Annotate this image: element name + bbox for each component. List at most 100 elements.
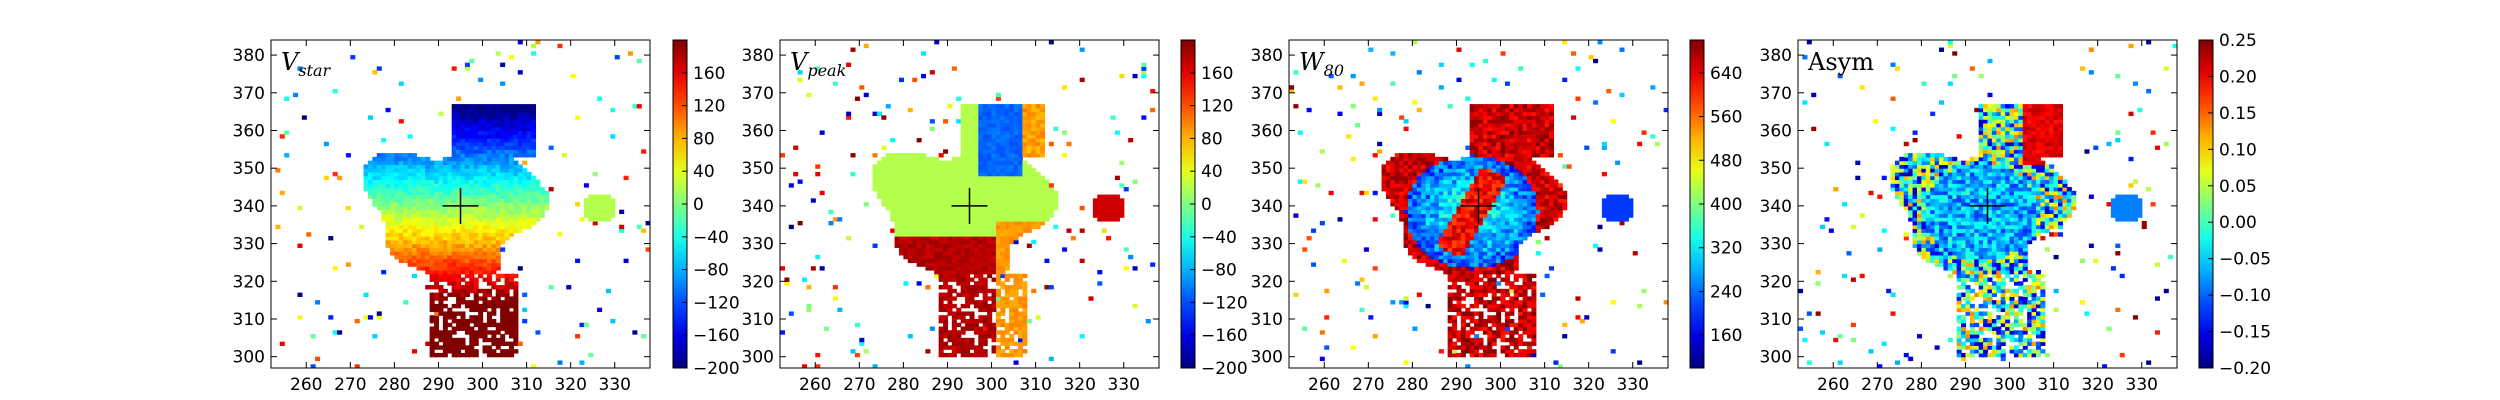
heatmap-cell <box>1031 217 1037 222</box>
heatmap-cell <box>1048 40 1054 45</box>
heatmap-cell <box>1460 209 1466 215</box>
heatmap-cell <box>898 213 904 218</box>
heatmap-cell <box>1478 217 1484 222</box>
heatmap-cell <box>1487 326 1493 331</box>
heatmap-cell <box>403 202 409 207</box>
heatmap-cell <box>394 175 400 181</box>
heatmap-cell <box>1035 126 1041 132</box>
heatmap-cell <box>1119 183 1125 188</box>
heatmap-cell <box>1465 349 1471 354</box>
heatmap-cell <box>969 198 975 203</box>
heatmap-cell <box>385 160 391 166</box>
heatmap-cell <box>1399 179 1405 184</box>
heatmap-cell <box>1048 213 1054 218</box>
heatmap-cell <box>1385 168 1391 173</box>
heatmap-cell <box>486 122 492 128</box>
heatmap-cell <box>508 209 514 215</box>
heatmap-cell <box>982 307 988 313</box>
heatmap-cell <box>943 262 949 267</box>
heatmap-cell <box>447 213 453 218</box>
heatmap-cell <box>1004 266 1010 271</box>
heatmap-cell <box>513 228 519 233</box>
heatmap-cell <box>1438 258 1444 264</box>
heatmap-cell <box>539 190 545 196</box>
heatmap-cell <box>1013 179 1019 184</box>
heatmap-cell <box>943 303 949 309</box>
heatmap-cell <box>784 277 790 282</box>
heatmap-cell <box>434 202 440 207</box>
heatmap-cell <box>451 277 457 282</box>
heatmap-cell <box>588 198 594 203</box>
heatmap-cell <box>464 164 470 169</box>
heatmap-cell <box>991 145 997 150</box>
heatmap-cell <box>531 209 537 215</box>
heatmap-cell <box>517 149 523 154</box>
heatmap-cell <box>1438 202 1444 207</box>
heatmap-cell <box>973 149 979 154</box>
heatmap-cell <box>1377 141 1383 147</box>
heatmap-cell <box>513 179 519 184</box>
heatmap-cell <box>464 262 470 267</box>
heatmap-cell <box>1509 262 1515 267</box>
heatmap-cell <box>442 303 448 309</box>
heatmap-cell <box>1478 138 1484 143</box>
heatmap-cell <box>960 341 966 346</box>
heatmap-cell <box>1478 179 1484 184</box>
heatmap-cell <box>1004 213 1010 218</box>
heatmap-cell <box>398 236 404 241</box>
heatmap-cell <box>473 205 479 211</box>
heatmap-cell <box>1478 164 1484 169</box>
heatmap-cell <box>956 171 962 177</box>
heatmap-cell <box>951 232 957 237</box>
heatmap-cell <box>943 179 949 184</box>
heatmap-cell <box>438 236 444 241</box>
heatmap-cell <box>969 160 975 166</box>
heatmap-cell <box>1425 194 1431 199</box>
heatmap-cell <box>1004 111 1010 116</box>
heatmap-cell <box>978 175 984 181</box>
heatmap-cell <box>1035 187 1041 192</box>
heatmap-cell <box>434 228 440 233</box>
heatmap-cell <box>522 190 528 196</box>
heatmap-cell <box>513 183 519 188</box>
heatmap-cell <box>482 145 488 150</box>
heatmap-cell <box>491 145 497 150</box>
heatmap-cell <box>1496 149 1502 154</box>
heatmap-cell <box>522 205 528 211</box>
heatmap-cell <box>486 168 492 173</box>
heatmap-cell <box>898 77 904 83</box>
heatmap-cell <box>1504 300 1510 305</box>
heatmap-cell <box>1390 156 1396 162</box>
heatmap-cell <box>1504 303 1510 309</box>
heatmap-cell <box>473 330 479 335</box>
heatmap-cell <box>407 239 413 245</box>
heatmap-cell <box>903 160 909 166</box>
heatmap-cell <box>995 300 1001 305</box>
heatmap-cell <box>898 198 904 203</box>
heatmap-cell <box>973 247 979 252</box>
heatmap-cell <box>1474 311 1480 316</box>
heatmap-cell <box>1482 145 1488 150</box>
heatmap-cell <box>881 187 887 192</box>
heatmap-cell <box>394 247 400 252</box>
heatmap-cell <box>486 254 492 260</box>
heatmap-cell <box>486 190 492 196</box>
heatmap-cell <box>1004 345 1010 350</box>
heatmap-cell <box>894 175 900 181</box>
heatmap-cell <box>1478 341 1484 346</box>
heatmap-cell <box>978 183 984 188</box>
heatmap-cell <box>1487 122 1493 128</box>
heatmap-cell <box>447 322 453 328</box>
heatmap-cell <box>394 153 400 158</box>
heatmap-cell <box>1026 202 1032 207</box>
heatmap-cell <box>978 145 984 150</box>
heatmap-cell <box>1452 220 1458 226</box>
heatmap-cell <box>420 224 426 230</box>
heatmap-cell <box>1009 334 1015 339</box>
heatmap-cell <box>605 205 611 211</box>
heatmap-cell <box>912 198 918 203</box>
heatmap-cell <box>451 156 457 162</box>
heatmap-cell <box>921 164 927 169</box>
heatmap-cell <box>991 307 997 313</box>
heatmap-cell <box>1119 209 1125 215</box>
